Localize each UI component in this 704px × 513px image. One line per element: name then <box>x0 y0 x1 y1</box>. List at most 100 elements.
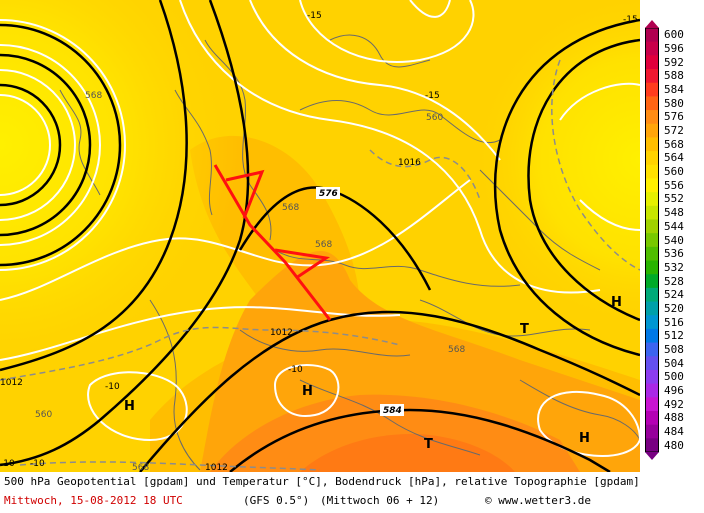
scale-swatch <box>645 205 659 220</box>
scale-label: 520 <box>664 301 684 315</box>
map-canvas: 576 584 -15 -15 -15 -10 -10 -10 -10 1016… <box>0 0 640 472</box>
valid-time: Mittwoch, 15-08-2012 18 UTC <box>4 494 183 507</box>
model-info: (GFS 0.5°) <box>243 494 310 507</box>
pressure-label: 1016 <box>398 158 421 168</box>
topography-label: 568 <box>282 203 299 213</box>
scale-label: 600 <box>664 28 684 42</box>
geopotential-label-box <box>380 404 404 416</box>
scale-label: 564 <box>664 151 684 165</box>
scale-label: 508 <box>664 342 684 356</box>
scale-swatch <box>645 164 659 179</box>
scale-swatch <box>645 246 659 262</box>
cold-front <box>213 164 332 321</box>
scale-swatch <box>645 328 659 344</box>
scale-swatch <box>645 110 659 125</box>
scale-swatch <box>645 397 659 412</box>
scale-label: 516 <box>664 315 684 329</box>
scale-label: 568 <box>664 137 684 151</box>
scale-label: 492 <box>664 397 684 411</box>
topography-label: 560 <box>426 113 443 123</box>
low-pressure-marker: T <box>520 322 529 337</box>
scale-swatch <box>645 233 659 248</box>
scale-swatch <box>645 41 659 56</box>
geopotential-label: 584 <box>383 406 402 416</box>
map-labels: 576 584 -15 -15 -15 -10 -10 -10 -10 1016… <box>0 11 638 472</box>
scale-label: 588 <box>664 69 684 83</box>
scale-swatch <box>645 178 659 193</box>
map-title: 500 hPa Geopotential [gpdam] und Tempera… <box>4 475 640 488</box>
scale-swatch <box>645 219 659 234</box>
isotherms <box>0 0 640 457</box>
topography-label: 568 <box>132 463 149 472</box>
scale-label: 496 <box>664 383 684 397</box>
scale-swatch <box>645 301 659 316</box>
scale-top-arrow <box>645 20 659 28</box>
scale-swatch <box>645 342 659 357</box>
temperature-label: -10 <box>0 459 15 469</box>
copyright: © www.wetter3.de <box>485 494 591 507</box>
geopotential-label: 576 <box>319 189 338 199</box>
weather-map: 576 584 -15 -15 -15 -10 -10 -10 -10 1016… <box>0 0 640 472</box>
scale-swatch <box>645 410 659 426</box>
scale-swatch <box>645 28 659 43</box>
scale-label: 528 <box>664 274 684 288</box>
temperature-label: -15 <box>425 91 440 101</box>
scale-swatch <box>645 315 659 330</box>
scale-label: 560 <box>664 165 684 179</box>
surface-isobars <box>0 59 640 471</box>
pressure-label: 1012 <box>0 378 23 388</box>
temperature-label: -15 <box>307 11 322 21</box>
scale-swatch <box>645 123 659 138</box>
topography-label: 568 <box>85 91 102 101</box>
scale-swatch <box>645 424 659 439</box>
scale-label: 584 <box>664 83 684 97</box>
scale-bottom-arrow <box>645 452 659 460</box>
scale-label: 512 <box>664 329 684 343</box>
temperature-label: -10 <box>30 459 45 469</box>
topography-label: 568 <box>315 240 332 250</box>
scale-label: 580 <box>664 96 684 110</box>
scale-label: 504 <box>664 356 684 370</box>
high-pressure-marker: H <box>579 431 590 446</box>
high-pressure-marker: H <box>611 295 622 310</box>
scale-label: 544 <box>664 219 684 233</box>
run-info: (Mittwoch 06 + 12) <box>320 494 440 507</box>
scale-swatch <box>645 192 659 207</box>
scale-label: 524 <box>664 288 684 302</box>
scale-label: 572 <box>664 124 684 138</box>
scale-swatch <box>645 55 659 70</box>
topography-label: 560 <box>35 410 52 420</box>
scale-label: 556 <box>664 178 684 192</box>
scale-swatch <box>645 274 659 289</box>
color-scale-bar <box>645 20 659 460</box>
scale-swatch <box>645 137 659 152</box>
scale-swatch <box>645 151 659 166</box>
color-scale: 600 596 592 588 584 580 576 572 568 564 560 556 552 5… <box>640 0 704 472</box>
scale-label: 488 <box>664 411 684 425</box>
scale-label: 540 <box>664 233 684 247</box>
scale-swatch <box>645 369 659 385</box>
high-pressure-marker: H <box>124 399 135 414</box>
scale-label: 576 <box>664 110 684 124</box>
pressure-label: 1012 <box>270 328 293 338</box>
temperature-label: -10 <box>105 382 120 392</box>
scale-swatch <box>645 287 659 303</box>
scale-label: 536 <box>664 247 684 261</box>
scale-label: 548 <box>664 206 684 220</box>
scale-label: 532 <box>664 260 684 274</box>
scale-swatch <box>645 356 659 371</box>
scale-swatch <box>645 96 659 111</box>
scale-label: 596 <box>664 42 684 56</box>
scale-swatch <box>645 260 659 275</box>
scale-label: 500 <box>664 370 684 384</box>
map-footer: 500 hPa Geopotential [gpdam] und Tempera… <box>0 472 640 513</box>
scale-swatch <box>645 438 659 453</box>
scale-label: 484 <box>664 424 684 438</box>
scale-label: 480 <box>664 438 684 452</box>
scale-swatch <box>645 69 659 84</box>
scale-label: 592 <box>664 55 684 69</box>
scale-swatch <box>645 383 659 398</box>
temperature-label: -15 <box>623 15 638 25</box>
isobars <box>0 0 640 472</box>
low-pressure-marker: T <box>424 437 433 452</box>
